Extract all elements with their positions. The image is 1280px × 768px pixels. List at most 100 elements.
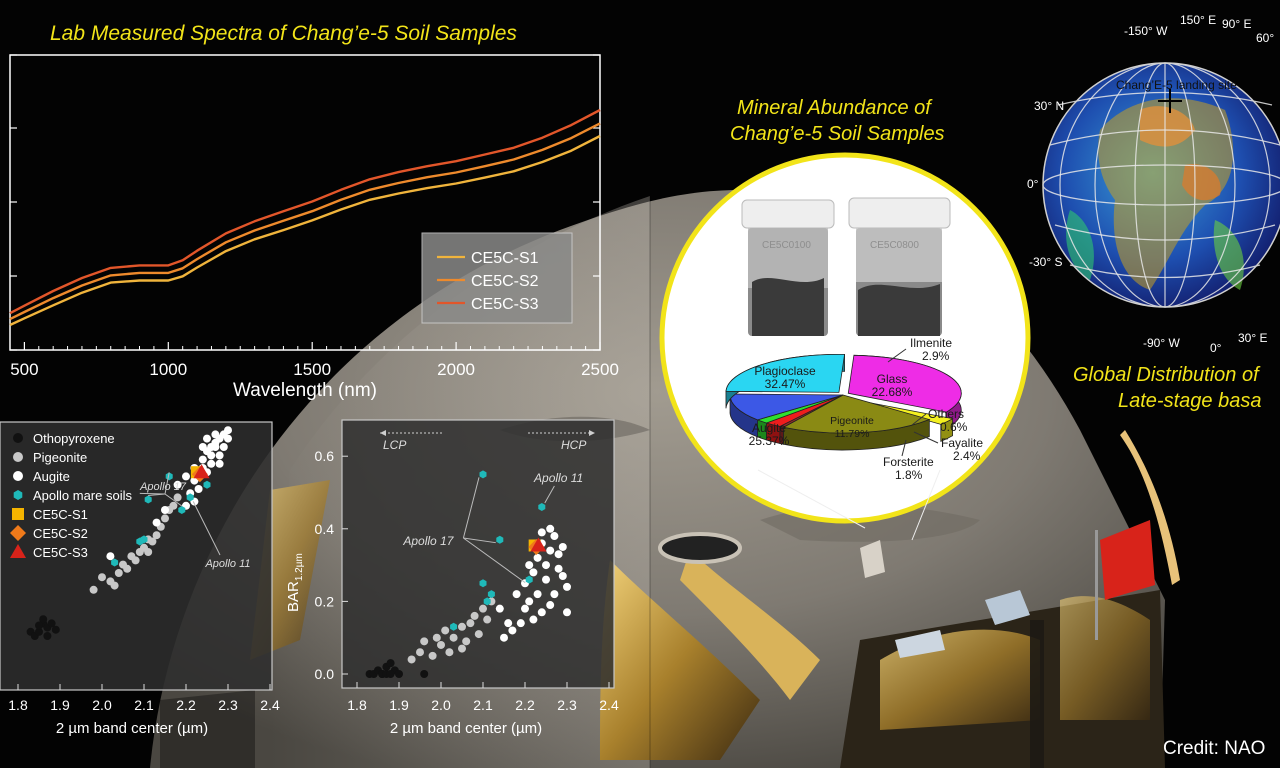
- scatter-middle-point-augite: [546, 524, 555, 533]
- scatter-middle-point-augite: [554, 550, 563, 559]
- scatter-middle-point-pigeonite: [449, 633, 458, 642]
- scatter-left-point-augite: [152, 518, 161, 527]
- scatter-middle-point-augite: [563, 608, 571, 617]
- pie-value-augite: 25.37%: [749, 434, 790, 448]
- scatter-middle-point-augite: [550, 590, 559, 599]
- scatter-middle-apollo17-pointer: [463, 537, 526, 584]
- scatter-middle-apollo11-pointer: [544, 485, 555, 504]
- scatter-left-point-apollo-mare-soils: [203, 480, 211, 489]
- scatter-left-legend-marker: [12, 508, 24, 520]
- scatter-left-point-augite: [173, 480, 182, 489]
- scatter-left-point-apollo-mare-soils: [140, 535, 148, 544]
- scatter-middle-x-tick-label: 2.0: [431, 697, 451, 713]
- scatter-middle-point-pigeonite: [428, 651, 437, 660]
- scatter-middle-point-augite: [516, 619, 525, 628]
- scatter-left-point-augite: [198, 443, 207, 451]
- spectra-chart-title: Lab Measured Spectra of Chang’e-5 Soil S…: [50, 22, 517, 45]
- scatter-left-legend-label: Pigeonite: [33, 450, 87, 465]
- scatter-left-legend-label: Augite: [33, 469, 70, 484]
- scatter-middle-point-augite: [546, 546, 555, 555]
- scatter-middle-y-tick-label: 0.4: [315, 521, 335, 537]
- scatter-left-point-augite: [182, 472, 190, 481]
- scatter-left-point-augite: [215, 459, 224, 468]
- scatter-left-apollo11-label: Apollo 11: [204, 558, 250, 570]
- scatter-middle-apollo17-pointer: [462, 477, 480, 539]
- scatter-left-legend-marker: [10, 544, 26, 558]
- scatter-left-x-tick-label: 2.3: [218, 697, 238, 713]
- scatter-middle-x-tick-label: 2.2: [515, 697, 535, 713]
- scatter-left-point-pigeonite: [152, 531, 161, 540]
- globe-outline: [1042, 62, 1280, 308]
- jar-1-label: CE5C0100: [762, 240, 811, 251]
- pie-slice-plagioclase: [847, 354, 962, 413]
- lcp-arrow-head: [380, 430, 386, 436]
- globe-label-30e: 30° E: [1238, 331, 1267, 345]
- scatter-left-legend-marker: [10, 525, 26, 541]
- spectra-x-tick-label: 2000: [437, 360, 475, 379]
- scatter-middle-point-augite: [500, 633, 508, 642]
- jar-2-label: CE5C0800: [870, 240, 919, 251]
- lcp-label: LCP: [383, 438, 406, 452]
- scatter-left-legend-marker: [13, 433, 23, 443]
- spectra-legend-label: CE5C-S3: [471, 296, 539, 313]
- scatter-left-x-label: 2 µm band center (µm): [56, 720, 208, 737]
- scatter-middle-x-label: 2 µm band center (µm): [390, 720, 542, 737]
- scatter-middle-point-augite: [504, 619, 513, 628]
- scatter-middle-point-pigeonite: [479, 604, 487, 613]
- scatter-middle-point-apollo-mare-soils: [483, 597, 491, 606]
- mineral-title-line1: Mineral Abundance of: [737, 97, 931, 119]
- scatter-left-point-augite: [203, 434, 211, 443]
- scatter-left-point-othopyroxene: [43, 632, 52, 640]
- scatter-left-legend-marker: [13, 471, 23, 481]
- scatter-left-legend-label: CE5C-S1: [33, 507, 88, 522]
- scatter-middle-point-augite: [521, 604, 529, 613]
- spectra-series-ce5c-s3: [9, 108, 601, 315]
- scatter-middle-point-pigeonite: [466, 619, 475, 628]
- pie-value-fayalite: 2.4%: [953, 449, 981, 463]
- scatter-middle-point-othopyroxene: [386, 659, 395, 668]
- spectra-series-ce5c-s1: [9, 134, 601, 327]
- scatter-left-x-tick-label: 2.2: [176, 697, 196, 713]
- spectra-legend-label: CE5C-S1: [471, 250, 539, 267]
- scatter-middle-point-ce5c-s3: [530, 537, 547, 552]
- scatter-left-apollo17-label: Apollo 17: [139, 481, 187, 493]
- scatter-left-frame: [0, 421, 273, 691]
- globe-label-30s: -30° S: [1029, 255, 1062, 269]
- pie-slice-glass: [782, 394, 931, 434]
- scatter-left-point-augite: [161, 506, 169, 514]
- scatter-left-point-apollo-mare-soils: [178, 506, 186, 514]
- scatter-left-point-augite: [224, 426, 232, 435]
- scatter-middle-point-othopyroxene: [395, 670, 403, 678]
- scatter-middle-point-pigeonite: [445, 648, 454, 657]
- scatter-middle-point-pigeonite: [420, 637, 429, 646]
- globe-label-150e: 150° E: [1180, 13, 1216, 27]
- scatter-middle-point-pigeonite: [416, 648, 424, 657]
- spectra-x-axis-label: Wavelength (nm): [233, 380, 377, 401]
- scatter-middle-x-tick-label: 1.8: [347, 697, 367, 713]
- global-title-line2: Late-stage basa: [1118, 390, 1262, 412]
- scatter-middle-point-pigeonite: [441, 626, 450, 635]
- scatter-left-apollo17-pointer: [148, 493, 166, 496]
- scatter-middle-point-apollo-mare-soils: [525, 575, 533, 584]
- scatter-middle-point-pigeonite: [462, 637, 471, 646]
- scatter-middle-point-apollo-mare-soils: [450, 622, 458, 631]
- scatter-left-point-augite: [215, 451, 224, 460]
- scatter-middle-y-tick-label: 0.2: [315, 593, 335, 609]
- scatter-left-point-augite: [219, 443, 228, 451]
- scatter-middle-point-augite: [525, 561, 534, 570]
- globe-label-90e: 90° E: [1222, 17, 1251, 31]
- scatter-left-point-apollo-mare-soils: [186, 493, 194, 502]
- scatter-middle-point-augite: [533, 553, 542, 562]
- scatter-left-point-apollo-mare-soils: [165, 472, 173, 481]
- scatter-left-point-othopyroxene: [35, 627, 43, 636]
- scatter-middle-point-augite: [525, 597, 534, 606]
- scatter-left-point-augite: [198, 455, 207, 464]
- mineral-title-line2: Chang’e-5 Soil Samples: [730, 123, 945, 145]
- scatter-left-point-pigeonite: [123, 564, 132, 573]
- scatter-left-point-othopyroxene: [39, 615, 48, 624]
- scatter-middle-point-augite: [558, 571, 567, 580]
- landing-site-label: Chang’E-5 landing site: [1116, 78, 1237, 92]
- scatter-middle-point-pigeonite: [483, 615, 492, 624]
- scatter-middle-point-augite: [550, 532, 559, 541]
